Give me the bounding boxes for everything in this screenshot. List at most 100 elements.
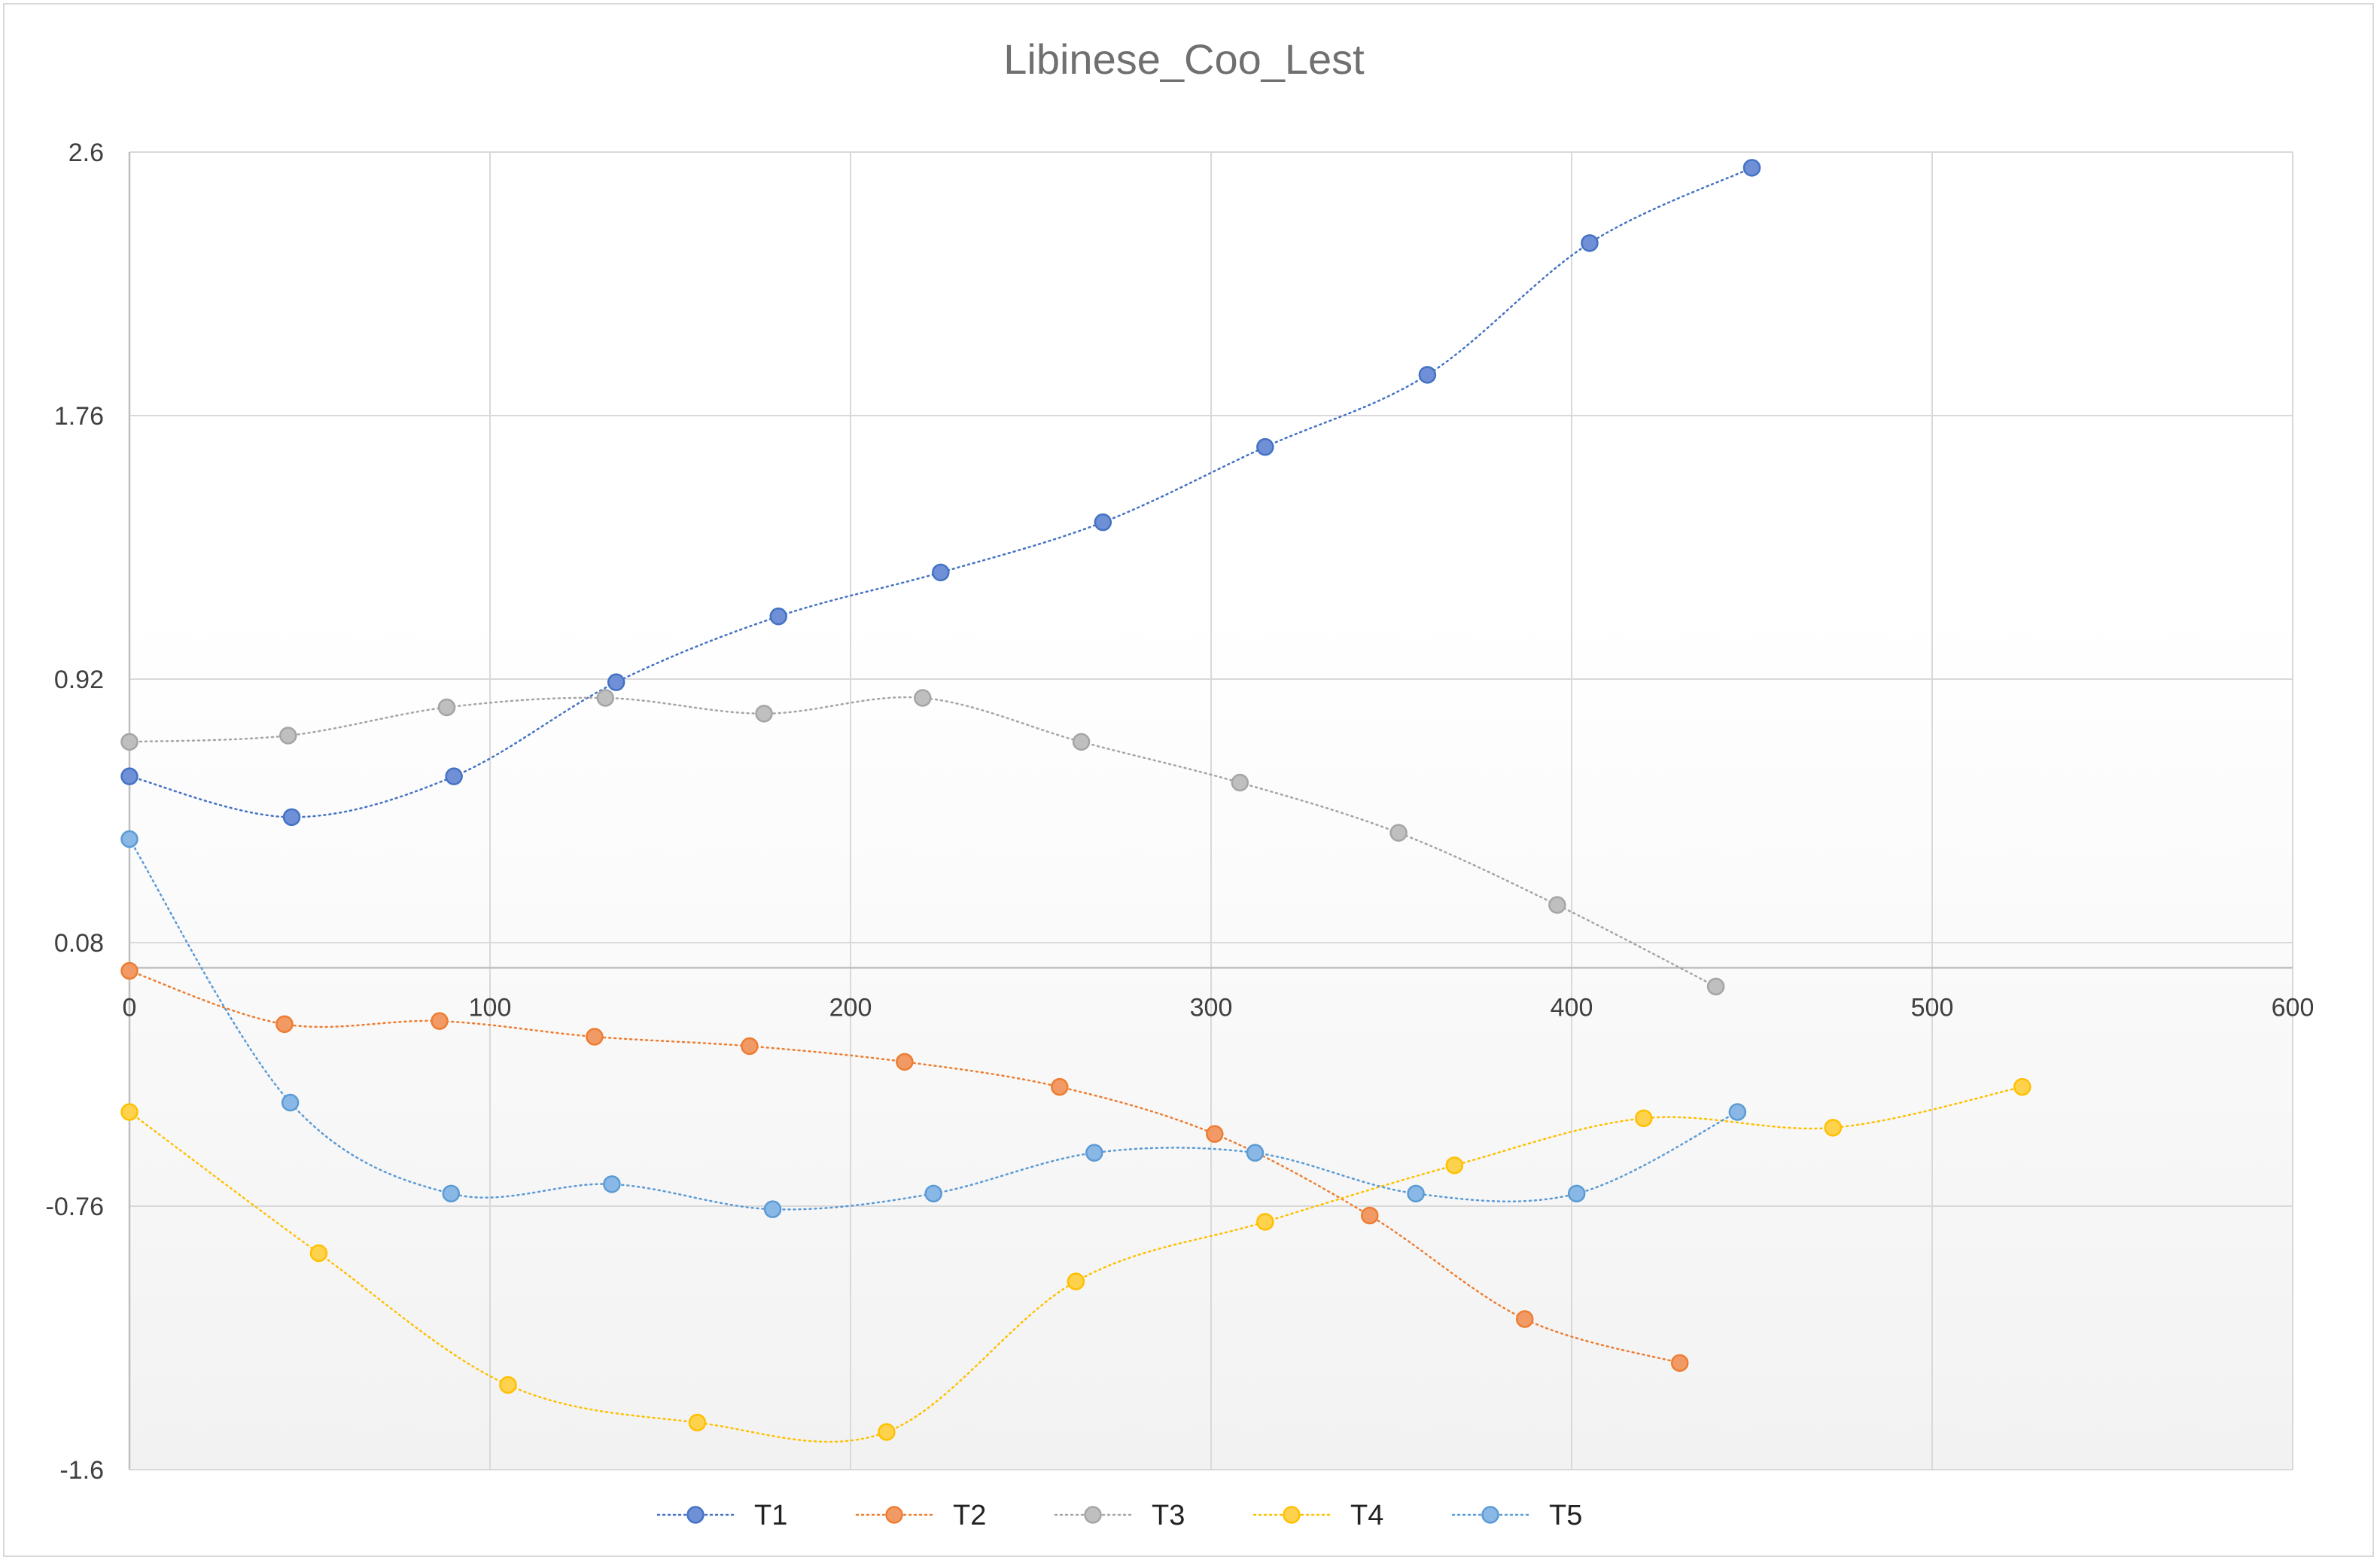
legend-item[interactable]: T2 xyxy=(855,1500,986,1531)
legend-label: T1 xyxy=(754,1500,787,1531)
data-point[interactable] xyxy=(1256,437,1274,456)
legend-item[interactable]: T4 xyxy=(1252,1500,1383,1531)
data-point[interactable] xyxy=(741,1037,759,1056)
legend: T1 T2 T3 T4 T5 xyxy=(656,1500,1582,1531)
data-point[interactable] xyxy=(688,1413,707,1432)
data-point[interactable] xyxy=(1067,1272,1085,1290)
x-tick-label: 500 xyxy=(1911,993,1954,1022)
series-layer xyxy=(120,159,2032,1443)
legend-marker xyxy=(1481,1506,1499,1524)
x-tick-label: 400 xyxy=(1551,993,1593,1022)
data-point[interactable] xyxy=(896,1053,914,1071)
data-point[interactable] xyxy=(120,733,138,751)
x-tick-label: 100 xyxy=(469,993,512,1022)
data-point[interactable] xyxy=(1072,733,1091,751)
data-point[interactable] xyxy=(914,689,932,707)
data-point[interactable] xyxy=(1515,1310,1534,1328)
data-point[interactable] xyxy=(120,830,138,849)
data-point[interactable] xyxy=(603,1175,621,1193)
legend-marker xyxy=(1084,1506,1102,1524)
data-point[interactable] xyxy=(120,1103,138,1121)
data-point[interactable] xyxy=(1418,366,1437,384)
data-point[interactable] xyxy=(586,1028,604,1046)
data-point[interactable] xyxy=(1407,1184,1425,1203)
y-tick-label: -1.6 xyxy=(59,1456,104,1485)
data-point[interactable] xyxy=(1670,1354,1689,1373)
data-point[interactable] xyxy=(1706,977,1725,996)
data-point[interactable] xyxy=(437,698,456,717)
data-point[interactable] xyxy=(596,689,615,707)
y-tick-label: -0.76 xyxy=(46,1193,105,1221)
legend-marker xyxy=(885,1506,903,1524)
legend-label: T2 xyxy=(953,1500,986,1531)
data-point[interactable] xyxy=(1728,1103,1747,1121)
x-tick-labels: 0 100 200 300 400 500 600 xyxy=(123,993,2315,1022)
data-point[interactable] xyxy=(763,1200,782,1218)
data-point[interactable] xyxy=(1635,1109,1653,1128)
y-tick-labels: 2.6 1.76 0.92 0.08 -0.76 -1.6 xyxy=(46,139,105,1485)
data-point[interactable] xyxy=(1206,1125,1224,1143)
data-point[interactable] xyxy=(1567,1184,1586,1203)
x-tick-label: 200 xyxy=(829,993,872,1022)
data-point[interactable] xyxy=(1085,1144,1103,1162)
legend-label: T4 xyxy=(1350,1500,1383,1531)
data-point[interactable] xyxy=(755,705,773,723)
legend-item[interactable]: T5 xyxy=(1451,1500,1582,1531)
series-line xyxy=(128,166,1753,818)
data-point[interactable] xyxy=(1361,1206,1379,1225)
y-tick-label: 2.6 xyxy=(68,139,104,167)
data-point[interactable] xyxy=(1581,234,1599,252)
data-point[interactable] xyxy=(120,961,138,980)
legend-marker xyxy=(1283,1506,1301,1524)
data-point[interactable] xyxy=(769,607,787,626)
series-t4 xyxy=(120,1077,2032,1443)
series-t2 xyxy=(120,961,1689,1373)
line-chart: 0 100 200 300 400 500 600 2.6 1.76 0.92 0.08 -0.76… xyxy=(46,35,2315,1531)
series-t3 xyxy=(120,689,1725,996)
data-point[interactable] xyxy=(499,1376,517,1394)
data-point[interactable] xyxy=(281,1093,300,1112)
data-point[interactable] xyxy=(1051,1077,1069,1096)
gridlines xyxy=(129,151,2293,1470)
data-point[interactable] xyxy=(431,1012,449,1030)
data-point[interactable] xyxy=(1246,1144,1265,1162)
chart-frame: 0 100 200 300 400 500 600 2.6 1.76 0.92 0.08 -0.76… xyxy=(3,3,2374,1557)
legend-item[interactable]: T1 xyxy=(656,1500,787,1531)
y-tick-label: 1.76 xyxy=(54,402,104,431)
chart-title: Libinese_Coo_Lest xyxy=(1003,35,1365,83)
legend-label: T3 xyxy=(1152,1500,1185,1531)
data-point[interactable] xyxy=(607,673,625,691)
series-t1 xyxy=(120,159,1761,827)
x-tick-label: 600 xyxy=(2272,993,2315,1022)
y-tick-label: 0.08 xyxy=(54,929,104,958)
data-point[interactable] xyxy=(1256,1213,1274,1231)
axes xyxy=(128,152,2293,1470)
series-t5 xyxy=(120,830,1747,1218)
legend-marker xyxy=(686,1506,705,1524)
y-tick-label: 0.92 xyxy=(54,666,104,694)
data-point[interactable] xyxy=(1389,824,1408,842)
data-point[interactable] xyxy=(1742,159,1761,177)
data-point[interactable] xyxy=(1445,1156,1464,1175)
data-point[interactable] xyxy=(309,1244,328,1263)
data-point[interactable] xyxy=(932,563,950,582)
data-point[interactable] xyxy=(282,808,301,827)
data-point[interactable] xyxy=(878,1423,896,1441)
data-point[interactable] xyxy=(924,1184,942,1203)
legend-item[interactable]: T3 xyxy=(1054,1500,1185,1531)
data-point[interactable] xyxy=(1231,773,1249,792)
data-point[interactable] xyxy=(275,1015,294,1034)
data-point[interactable] xyxy=(1824,1119,1843,1137)
data-point[interactable] xyxy=(1094,513,1112,532)
legend-label: T5 xyxy=(1549,1500,1582,1531)
data-point[interactable] xyxy=(442,1184,461,1203)
data-point[interactable] xyxy=(120,767,138,785)
data-point[interactable] xyxy=(445,767,463,785)
data-point[interactable] xyxy=(1548,896,1566,914)
x-tick-label: 300 xyxy=(1190,993,1233,1022)
data-point[interactable] xyxy=(279,727,297,745)
series-line xyxy=(128,1086,2023,1443)
series-line xyxy=(128,838,1739,1211)
series-line xyxy=(128,696,1717,988)
data-point[interactable] xyxy=(2013,1077,2032,1096)
